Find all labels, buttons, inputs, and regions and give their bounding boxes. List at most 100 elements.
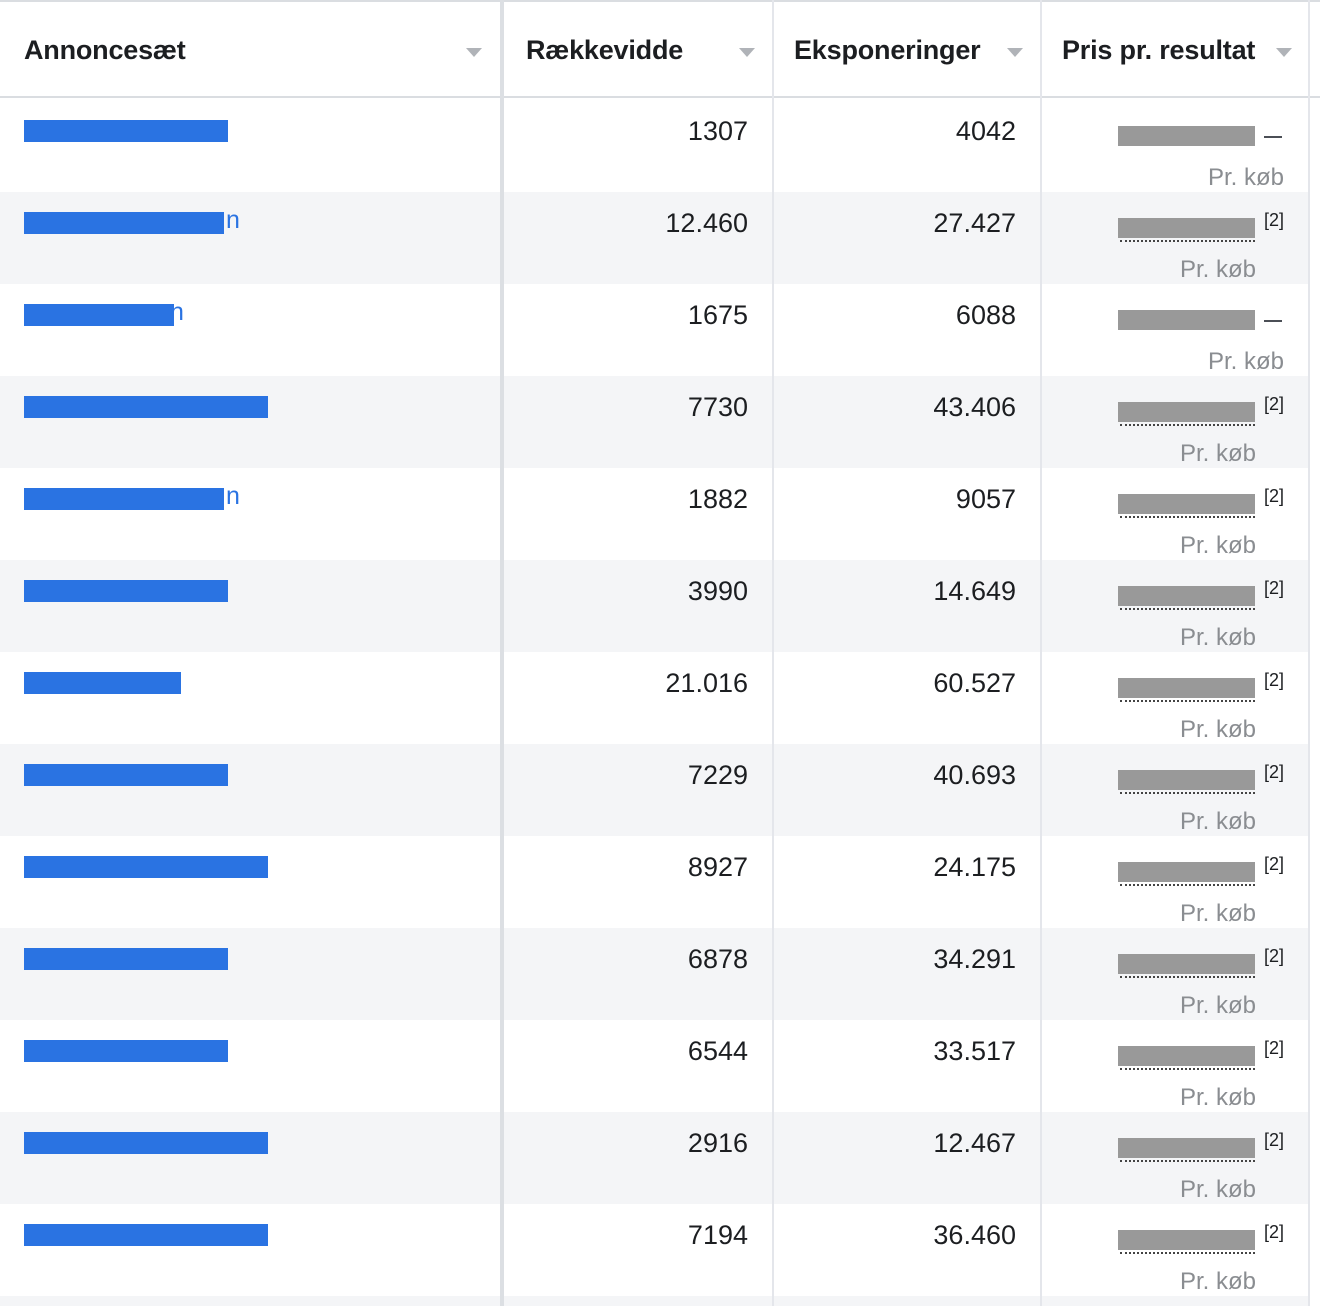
table-row[interactable]: 1307 4042 Pr. køb (0, 100, 1310, 192)
footnote-marker[interactable]: [2] (1264, 578, 1285, 598)
next-row-edge (0, 1296, 1310, 1306)
column-header-reach[interactable]: Rækkevidde (526, 2, 766, 98)
cost-result-type-label: Pr. køb (1179, 440, 1256, 467)
sort-chevron-down-icon[interactable] (1276, 48, 1292, 57)
column-header-label: Pris pr. resultat (1062, 34, 1256, 65)
impressions-value: 14.649 (933, 576, 1016, 606)
column-divider[interactable] (1040, 0, 1042, 1306)
tooltip-underline[interactable] (1120, 792, 1255, 794)
table-row[interactable]: 6544 33.517 [2] Pr. køb (0, 1020, 1310, 1112)
footnote-marker[interactable]: [2] (1264, 210, 1285, 230)
cost-redacted-value (1118, 678, 1255, 698)
ad-set-name-link[interactable] (24, 1040, 228, 1062)
column-divider[interactable] (772, 0, 774, 1306)
ad-set-name-link[interactable] (24, 304, 174, 326)
table-row[interactable]: 2916 12.467 [2] Pr. køb (0, 1112, 1310, 1204)
ad-set-name-link[interactable] (24, 488, 224, 510)
tooltip-underline[interactable] (1120, 1252, 1255, 1254)
table-row[interactable]: n 12.460 27.427 [2] Pr. køb (0, 192, 1310, 284)
frozen-column-divider[interactable] (500, 0, 504, 1306)
table-row[interactable]: 7229 40.693 [2] Pr. køb (0, 744, 1310, 836)
impressions-value: 9057 (955, 484, 1016, 514)
table-row[interactable]: 7730 43.406 [2] Pr. køb (0, 376, 1310, 468)
cost-result-type-label: Pr. køb (1179, 808, 1256, 835)
sort-chevron-down-icon[interactable] (1007, 48, 1023, 57)
ad-set-name-link[interactable] (24, 580, 228, 602)
cost-result-type-label: Pr. køb (1179, 900, 1256, 927)
column-header-cost-per-result[interactable]: Pris pr. resultat (1062, 2, 1302, 98)
ad-set-name-link[interactable] (24, 396, 268, 418)
ad-set-name-link[interactable] (24, 672, 181, 694)
ad-set-name-link[interactable] (24, 948, 228, 970)
table-row[interactable]: n 1882 9057 [2] Pr. køb (0, 468, 1310, 560)
ad-set-name-visible-text[interactable]: n (226, 482, 240, 510)
footnote-marker[interactable]: [2] (1264, 1222, 1285, 1242)
table-header: Annoncesæt Rækkevidde Eksponeringer Pris… (0, 0, 1320, 98)
no-value-dash (1264, 136, 1282, 138)
impressions-value: 24.175 (933, 852, 1016, 882)
footnote-marker[interactable]: [2] (1264, 854, 1285, 874)
reach-value: 12.460 (665, 208, 748, 238)
footnote-marker[interactable]: [2] (1264, 670, 1285, 690)
ad-set-name-link[interactable] (24, 1224, 268, 1246)
cost-redacted-value (1118, 126, 1255, 146)
tooltip-underline[interactable] (1120, 1068, 1255, 1070)
footnote-marker[interactable]: [2] (1264, 1038, 1285, 1058)
tooltip-underline[interactable] (1120, 424, 1255, 426)
cost-redacted-value (1118, 1138, 1255, 1158)
ad-set-name-link[interactable] (24, 212, 224, 234)
ad-set-name-link[interactable] (24, 120, 228, 142)
ad-set-name-link[interactable] (24, 856, 268, 878)
cost-redacted-value (1118, 1230, 1255, 1250)
impressions-value: 12.467 (933, 1128, 1016, 1158)
ad-set-name-visible-text[interactable]: n (170, 298, 184, 326)
reach-value: 1307 (687, 116, 748, 146)
cost-result-type-label: Pr. køb (1179, 532, 1256, 559)
table-row[interactable]: 3990 14.649 [2] Pr. køb (0, 560, 1310, 652)
sort-chevron-down-icon[interactable] (739, 48, 755, 57)
footnote-marker[interactable]: [2] (1264, 486, 1285, 506)
cost-redacted-value (1118, 770, 1255, 790)
cost-redacted-value (1118, 310, 1255, 330)
impressions-value: 33.517 (933, 1036, 1016, 1066)
table-row[interactable]: 7194 36.460 [2] Pr. køb (0, 1204, 1310, 1296)
cost-redacted-value (1118, 586, 1255, 606)
impressions-value: 36.460 (933, 1220, 1016, 1250)
column-header-label: Rækkevidde (526, 34, 684, 65)
column-header-label: Eksponeringer (794, 34, 981, 65)
footnote-marker[interactable]: [2] (1264, 1130, 1285, 1150)
footnote-marker[interactable]: [2] (1264, 394, 1285, 414)
cost-redacted-value (1118, 954, 1255, 974)
cost-redacted-value (1118, 1046, 1255, 1066)
reach-value: 1882 (687, 484, 748, 514)
table-row[interactable]: n 1675 6088 Pr. køb (0, 284, 1310, 376)
reach-value: 6544 (687, 1036, 748, 1066)
cost-result-type-label: Pr. køb (1179, 1268, 1256, 1295)
table-row[interactable]: 6878 34.291 [2] Pr. køb (0, 928, 1310, 1020)
tooltip-underline[interactable] (1120, 608, 1255, 610)
cost-result-type-label: Pr. køb (1179, 624, 1256, 651)
sort-chevron-down-icon[interactable] (466, 48, 482, 57)
reach-value: 2916 (687, 1128, 748, 1158)
reach-value: 7730 (687, 392, 748, 422)
tooltip-underline[interactable] (1120, 516, 1255, 518)
column-header-impressions[interactable]: Eksponeringer (794, 2, 1034, 98)
table-row[interactable]: 8927 24.175 [2] Pr. køb (0, 836, 1310, 928)
column-divider[interactable] (1308, 0, 1310, 1306)
tooltip-underline[interactable] (1120, 976, 1255, 978)
tooltip-underline[interactable] (1120, 240, 1255, 242)
tooltip-underline[interactable] (1120, 884, 1255, 886)
cost-result-type-label: Pr. køb (1179, 256, 1256, 283)
tooltip-underline[interactable] (1120, 1160, 1255, 1162)
table-row[interactable]: 21.016 60.527 [2] Pr. køb (0, 652, 1310, 744)
column-header-ad-set[interactable]: Annoncesæt (24, 2, 494, 98)
tooltip-underline[interactable] (1120, 700, 1255, 702)
footnote-marker[interactable]: [2] (1264, 946, 1285, 966)
impressions-value: 6088 (955, 300, 1016, 330)
cost-redacted-value (1118, 218, 1255, 238)
ad-set-name-visible-text[interactable]: n (226, 206, 240, 234)
footnote-marker[interactable]: [2] (1264, 762, 1285, 782)
reach-value: 7229 (687, 760, 748, 790)
ad-set-name-link[interactable] (24, 764, 228, 786)
ad-set-name-link[interactable] (24, 1132, 268, 1154)
